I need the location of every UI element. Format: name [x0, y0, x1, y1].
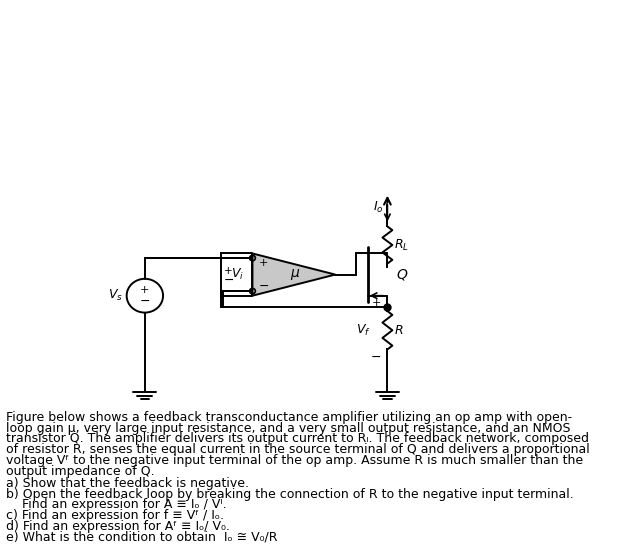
- Text: $\mu$: $\mu$: [290, 267, 300, 282]
- Text: e) What is the condition to obtain  Iₒ ≅ V₀/R: e) What is the condition to obtain Iₒ ≅ …: [6, 531, 277, 543]
- Text: $Q$: $Q$: [396, 267, 408, 282]
- Text: loop gain μ, very large input resistance, and a very small output resistance, an: loop gain μ, very large input resistance…: [6, 422, 570, 435]
- Text: output impedance of Q.: output impedance of Q.: [6, 465, 154, 478]
- Text: +: +: [223, 265, 232, 276]
- Text: c) Find an expression for f ≡ Vᶠ / Iₒ.: c) Find an expression for f ≡ Vᶠ / Iₒ.: [6, 509, 224, 522]
- Text: of resistor R, senses the equal current in the source terminal of Q and delivers: of resistor R, senses the equal current …: [6, 443, 590, 456]
- Text: d) Find an expression for Aᶠ ≡ Iₒ/ V₀.: d) Find an expression for Aᶠ ≡ Iₒ/ V₀.: [6, 520, 230, 533]
- Text: $I_o$: $I_o$: [373, 200, 383, 215]
- Text: +: +: [371, 298, 381, 308]
- Text: $V_f$: $V_f$: [356, 323, 371, 338]
- Text: Figure below shows a feedback transconductance amplifier utilizing an op amp wit: Figure below shows a feedback transcondu…: [6, 411, 572, 424]
- Text: −: −: [370, 351, 381, 363]
- Polygon shape: [253, 254, 335, 296]
- Text: a) Show that the feedback is negative.: a) Show that the feedback is negative.: [6, 477, 249, 490]
- Text: −: −: [139, 295, 150, 308]
- Text: +: +: [259, 258, 269, 268]
- Text: transistor Q. The amplifier delivers its output current to Rₗ. The feedback netw: transistor Q. The amplifier delivers its…: [6, 432, 589, 446]
- Text: −: −: [223, 274, 234, 287]
- Text: voltage Vᶠ to the negative input terminal of the op amp. Assume R is much smalle: voltage Vᶠ to the negative input termina…: [6, 454, 583, 467]
- Text: +: +: [140, 285, 149, 295]
- Text: $R_L$: $R_L$: [394, 237, 409, 252]
- Text: Find an expression for A ≡ Iₒ / Vᴵ.: Find an expression for A ≡ Iₒ / Vᴵ.: [6, 498, 226, 511]
- Text: $R$: $R$: [394, 324, 404, 337]
- Text: b) Open the feedback loop by breaking the connection of R to the negative input : b) Open the feedback loop by breaking th…: [6, 488, 573, 500]
- Text: −: −: [259, 280, 269, 293]
- Text: $V_i$: $V_i$: [231, 267, 244, 282]
- Text: $V_s$: $V_s$: [108, 288, 123, 303]
